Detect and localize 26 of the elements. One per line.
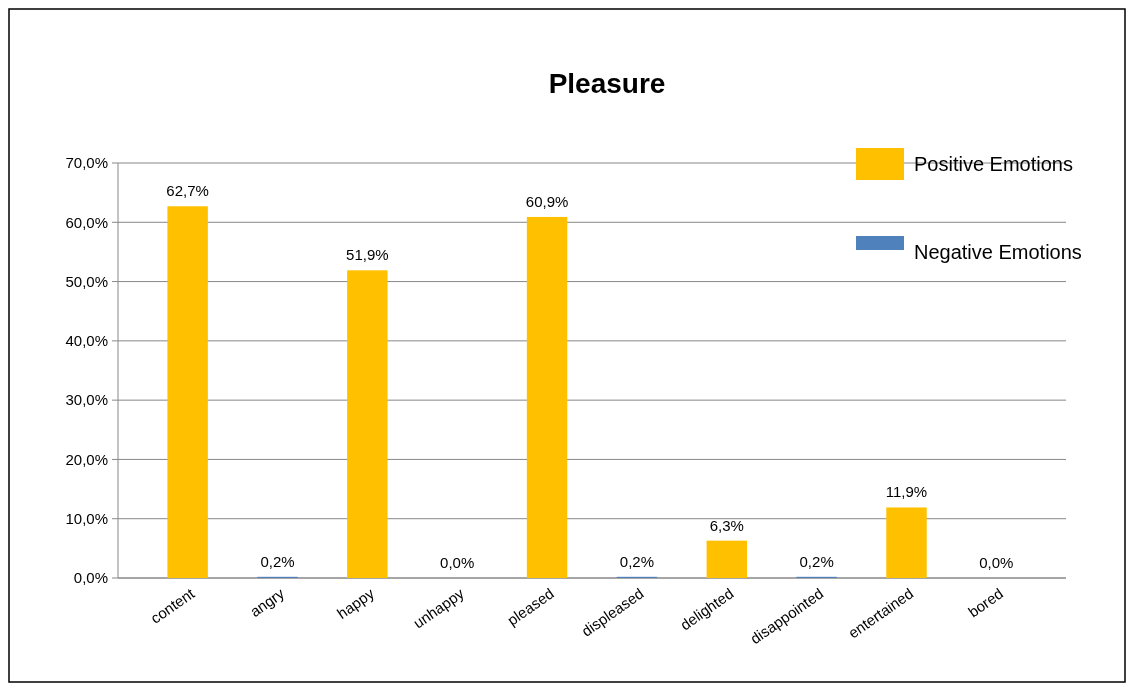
legend-label: Negative Emotions [914, 241, 1082, 263]
bar [886, 507, 927, 578]
bar [526, 216, 568, 578]
bar [706, 540, 748, 578]
data-label: 51,9% [346, 246, 389, 264]
data-label: 0,2% [619, 552, 655, 570]
bar [347, 270, 388, 578]
y-tick-label: 70,0% [65, 154, 108, 172]
data-label: 0,2% [799, 552, 834, 570]
bar [167, 206, 208, 578]
y-tick-label: 50,0% [65, 272, 108, 290]
chart-title: Pleasure [548, 68, 666, 99]
y-tick-label: 30,0% [65, 391, 108, 409]
y-tick-label: 0,0% [73, 569, 108, 587]
data-label: 60,9% [525, 192, 569, 210]
data-label: 6,3% [709, 516, 744, 534]
data-label: 0,0% [979, 554, 1014, 571]
y-tick-label: 60,0% [65, 213, 108, 231]
data-label: 11,9% [885, 483, 928, 501]
data-label: 62,7% [166, 182, 209, 200]
data-label: 0,2% [260, 552, 295, 570]
y-tick-label: 20,0% [65, 450, 108, 468]
data-label: 0,0% [440, 554, 475, 571]
y-tick-label: 40,0% [65, 332, 108, 350]
y-tick-label: 10,0% [65, 509, 108, 527]
legend-label: Positive Emotions [914, 153, 1073, 175]
